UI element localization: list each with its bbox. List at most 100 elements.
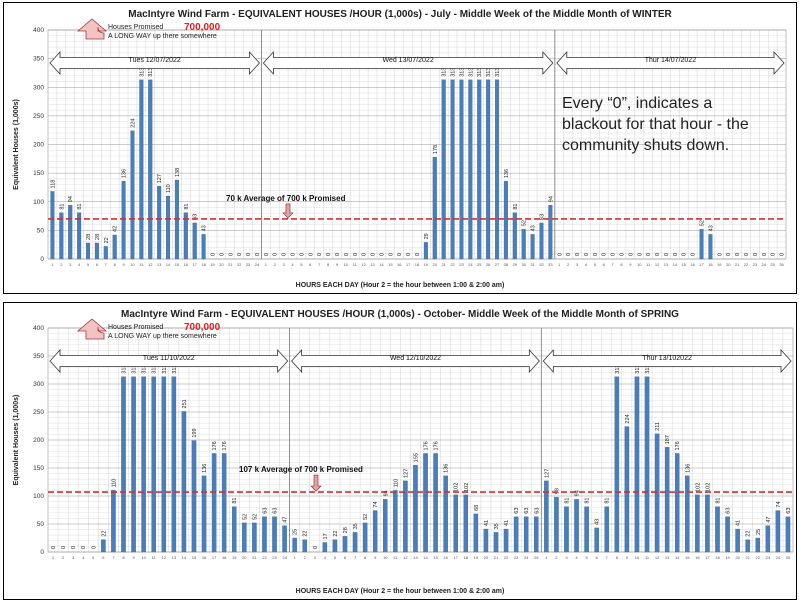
x-tick-label: 13: [665, 555, 670, 560]
data-label: 63: [524, 508, 530, 514]
data-label: 102: [464, 483, 470, 492]
data-label: 63: [539, 214, 545, 220]
bar: [765, 525, 771, 553]
x-tick-label: 5: [585, 555, 588, 560]
data-label: 0: [682, 253, 688, 256]
data-label: 313: [162, 365, 168, 374]
bar: [708, 234, 713, 260]
data-label: 0: [344, 253, 350, 256]
x-tick-label: 16: [443, 555, 448, 560]
data-label: 41: [736, 520, 742, 526]
x-tick-label: 28: [504, 262, 509, 267]
data-label: 0: [717, 253, 723, 256]
x-tick-label: 13: [370, 262, 375, 267]
data-label: 94: [383, 490, 389, 496]
data-label: 63: [273, 508, 279, 514]
data-label: 313: [139, 68, 145, 77]
day-arrow: [542, 348, 792, 374]
bar: [584, 506, 589, 553]
promised-value: 700,000: [184, 22, 221, 33]
x-tick-label: 12: [403, 555, 408, 560]
y-tick-label: 300: [33, 381, 44, 388]
x-tick-label: 4: [575, 555, 578, 560]
promised-label: Houses Promised: [108, 324, 163, 331]
y-tick-label: 100: [33, 493, 44, 500]
x-tick-label: 12: [148, 262, 153, 267]
data-label: 110: [166, 184, 172, 193]
x-tick-label: 23: [766, 555, 771, 560]
data-label: 136: [444, 464, 450, 473]
data-label: 313: [615, 365, 621, 374]
data-label: 176: [434, 441, 440, 450]
bar: [495, 79, 500, 260]
data-label: 0: [313, 546, 319, 549]
x-tick-label: 3: [69, 262, 72, 267]
data-label: 0: [379, 253, 385, 256]
day-label: Thur 13/102022: [642, 355, 692, 362]
data-label: 63: [534, 508, 540, 514]
x-tick-label: 1: [558, 262, 561, 267]
x-tick-label: 13: [413, 555, 418, 560]
x-tick-label: 18: [708, 262, 713, 267]
x-tick-label: 22: [756, 555, 761, 560]
y-tick-label: 200: [33, 142, 44, 149]
x-tick-label: 21: [745, 555, 750, 560]
data-label: 81: [605, 498, 611, 504]
data-label: 313: [152, 365, 158, 374]
bar: [262, 516, 267, 553]
bar: [112, 234, 117, 260]
data-label: 0: [326, 253, 332, 256]
y-tick-label: 400: [33, 325, 44, 332]
data-label: 0: [584, 253, 590, 256]
x-tick-label: 8: [364, 555, 367, 560]
x-tick-label: 14: [182, 555, 187, 560]
x-tick-label: 25: [786, 555, 791, 560]
bar: [201, 475, 207, 553]
bar: [564, 506, 569, 553]
average-arrow: [310, 474, 322, 492]
x-tick-label: 4: [324, 555, 327, 560]
data-label: 102: [454, 483, 460, 492]
average-label: 107 k Average of 700 k Promised: [239, 465, 363, 474]
bar: [634, 376, 640, 553]
x-tick-label: 6: [344, 555, 347, 560]
x-tick-label: 3: [314, 555, 317, 560]
x-tick-label: 11: [152, 555, 157, 560]
x-tick-label: 6: [102, 555, 105, 560]
data-label: 0: [646, 253, 652, 256]
data-label: 52: [242, 514, 248, 520]
bar: [171, 376, 177, 553]
bar: [121, 376, 126, 553]
data-label: 41: [504, 520, 510, 526]
bar: [775, 510, 781, 553]
x-tick-label: 7: [318, 262, 321, 267]
x-tick-label: 7: [611, 262, 614, 267]
data-label: 0: [691, 253, 697, 256]
x-tick-label: 15: [388, 262, 393, 267]
data-label: 313: [477, 68, 483, 77]
data-label: 0: [71, 546, 77, 549]
data-label: 81: [184, 204, 190, 210]
bar: [161, 376, 167, 553]
data-label: 0: [575, 253, 581, 256]
bar: [463, 494, 469, 553]
data-label: 0: [637, 253, 643, 256]
promised-sub: A LONG WAY up there somewhere: [108, 333, 217, 340]
y-axis-label: Equivalent Houses (1,000s): [13, 99, 20, 190]
bar: [423, 453, 428, 553]
data-label: 0: [210, 253, 216, 256]
data-label: 313: [442, 68, 448, 77]
data-label: 0: [219, 253, 225, 256]
x-tick-label: 12: [361, 262, 366, 267]
bar: [94, 242, 99, 260]
data-label: 0: [566, 253, 572, 256]
x-tick-label: 21: [441, 262, 446, 267]
data-label: 136: [504, 169, 510, 178]
data-label: 63: [514, 508, 520, 514]
data-label: 0: [753, 253, 759, 256]
x-tick-label: 1: [294, 555, 297, 560]
x-tick-label: 18: [201, 262, 206, 267]
bar: [77, 212, 82, 260]
